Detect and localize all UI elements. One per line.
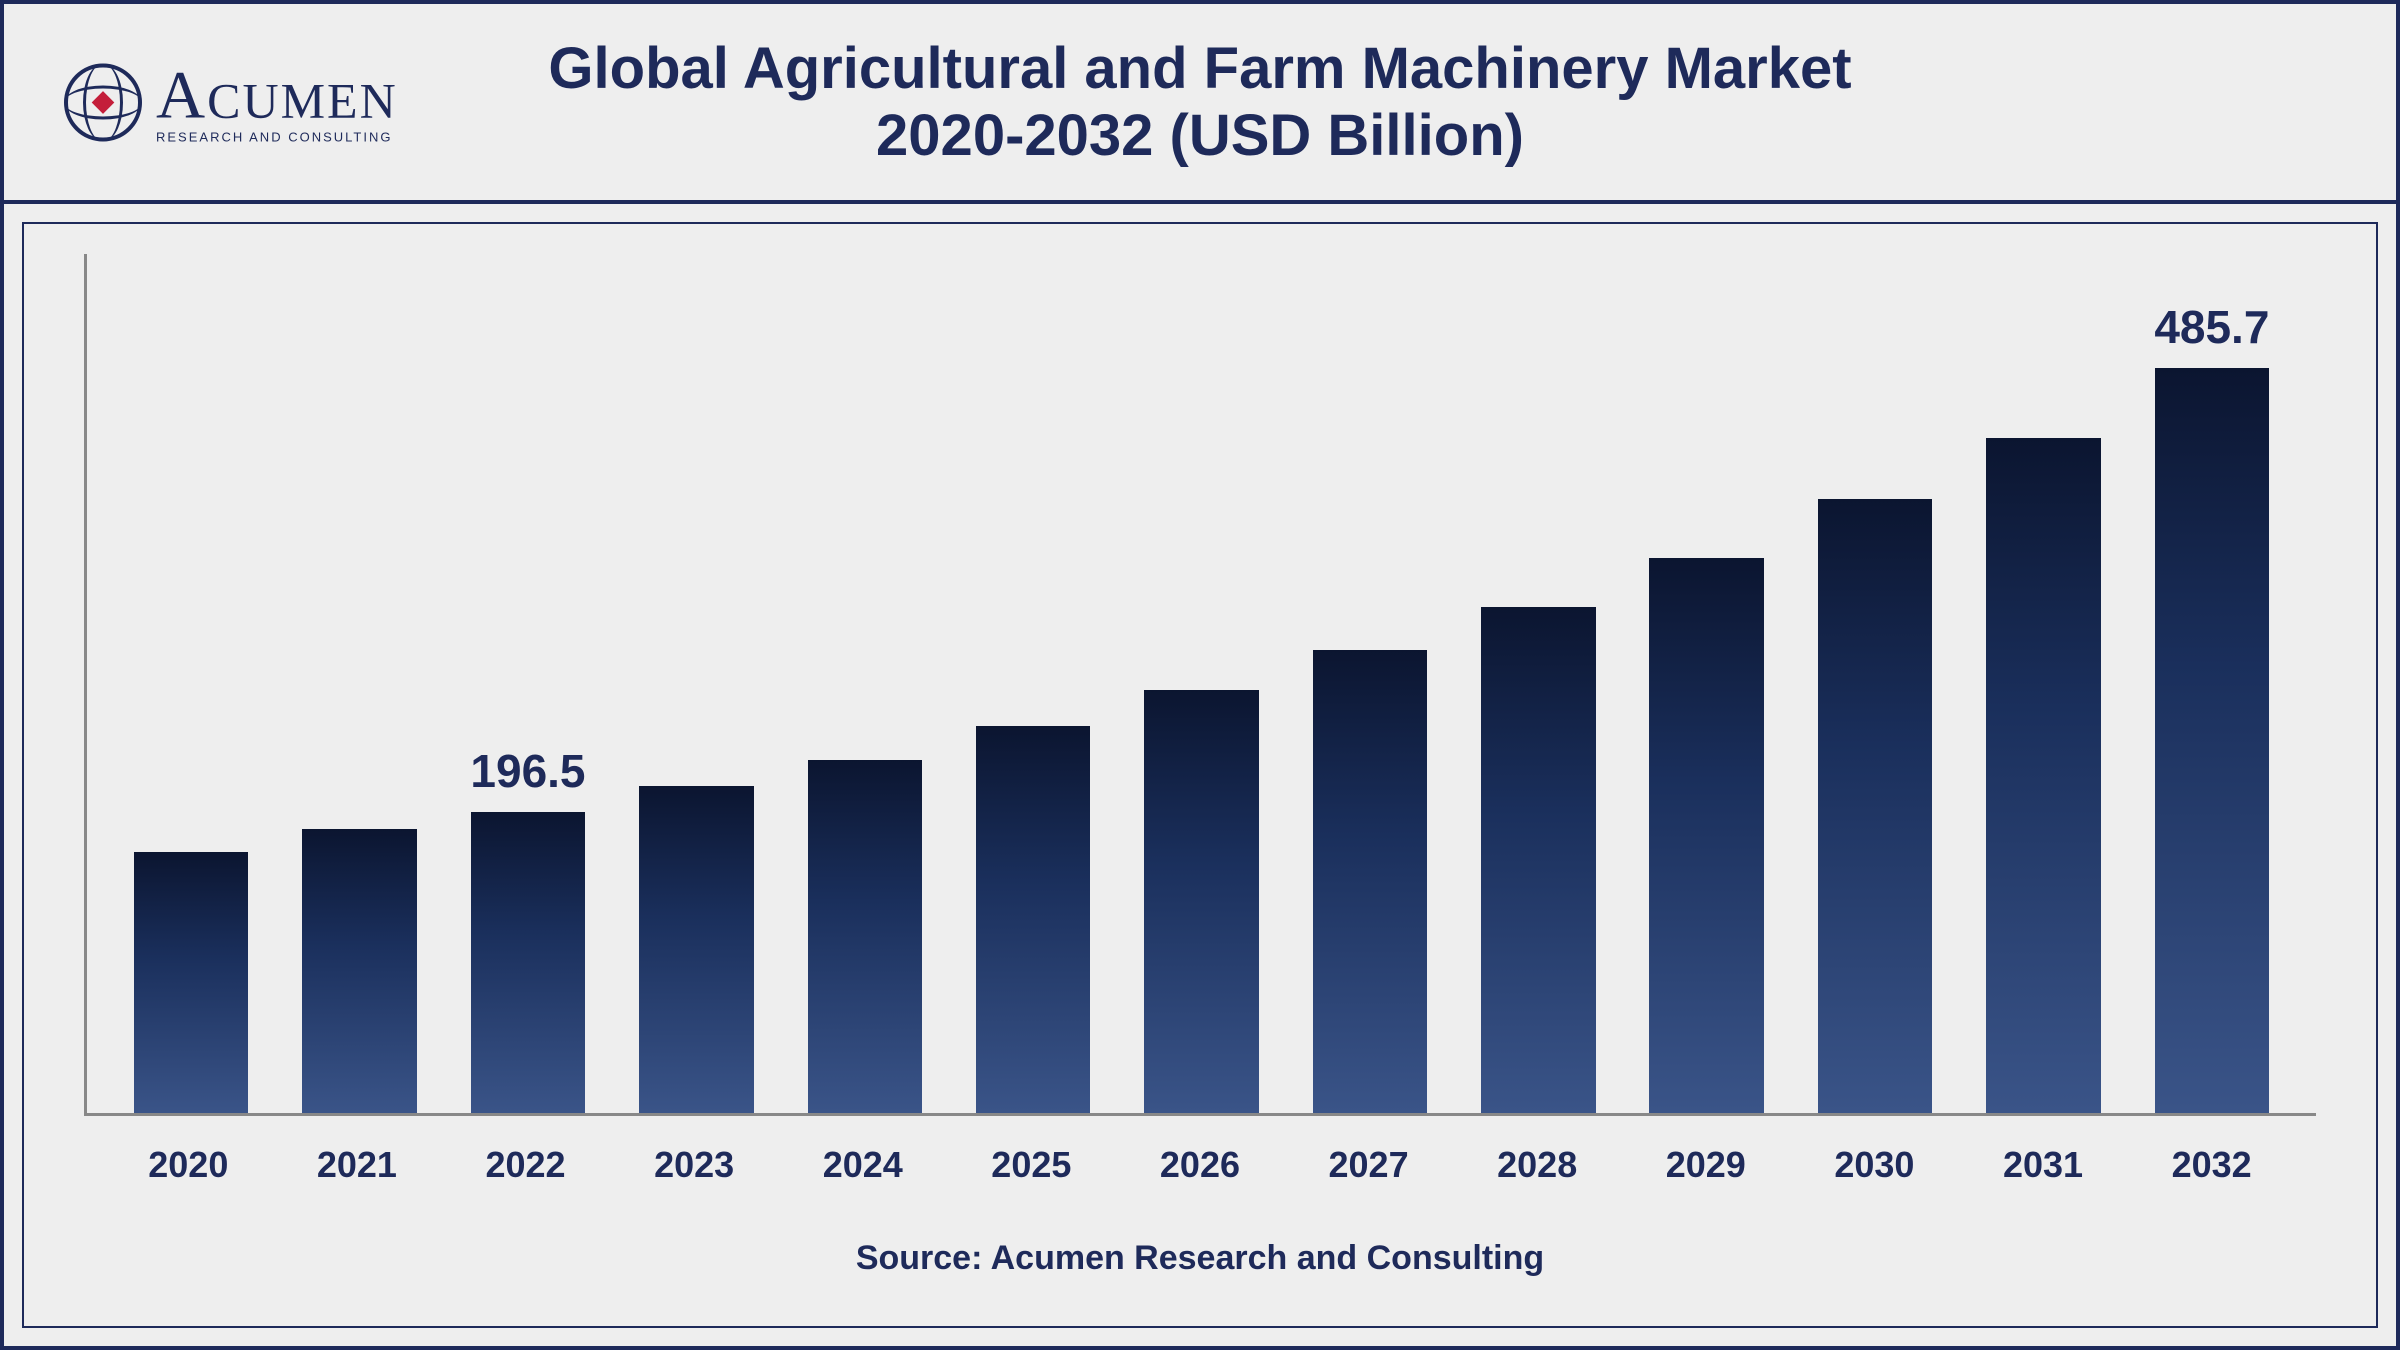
bar (639, 786, 754, 1113)
x-axis-label: 2029 (1621, 1144, 1790, 1186)
header: ACUMEN RESEARCH AND CONSULTING Global Ag… (4, 4, 2396, 204)
bar-slot (107, 254, 275, 1113)
logo-diamond-icon (92, 91, 115, 114)
bar (134, 852, 249, 1113)
bar (1649, 558, 1764, 1113)
bar-slot (949, 254, 1117, 1113)
x-axis-label: 2024 (778, 1144, 947, 1186)
bar-slot (781, 254, 949, 1113)
x-axis-label: 2021 (273, 1144, 442, 1186)
bar-slot (275, 254, 443, 1113)
logo-sub-text: RESEARCH AND CONSULTING (156, 131, 398, 144)
bar-slot (1117, 254, 1285, 1113)
chart-panel: 196.5485.7 20202021202220232024202520262… (22, 222, 2378, 1328)
bar (1313, 650, 1428, 1113)
bar (1144, 690, 1259, 1113)
bar-value-label: 196.5 (470, 744, 585, 798)
bar (2155, 368, 2270, 1113)
logo-text: ACUMEN RESEARCH AND CONSULTING (156, 61, 398, 144)
x-axis-label: 2032 (2127, 1144, 2296, 1186)
chart-title: Global Agricultural and Farm Machinery M… (548, 35, 1851, 169)
x-axis-label: 2020 (104, 1144, 273, 1186)
x-axis-label: 2025 (947, 1144, 1116, 1186)
bar (1986, 438, 2101, 1113)
logo-main-rest: CUMEN (207, 73, 398, 129)
bar (808, 760, 923, 1113)
logo-globe-icon (64, 63, 142, 141)
bar-slot (1623, 254, 1791, 1113)
bar-slot (1959, 254, 2127, 1113)
bar-slot: 196.5 (444, 254, 612, 1113)
x-axis-label: 2023 (610, 1144, 779, 1186)
bar-slot (1791, 254, 1959, 1113)
x-axis-label: 2027 (1284, 1144, 1453, 1186)
x-axis-label: 2026 (1116, 1144, 1285, 1186)
bars-container: 196.5 485.7 (87, 254, 2316, 1113)
bar-slot (1286, 254, 1454, 1113)
bar (302, 829, 417, 1113)
bar-slot (1454, 254, 1622, 1113)
plot-area: 196.5 485.7 (84, 254, 2316, 1116)
x-axis-label: 2022 (441, 1144, 610, 1186)
bar (976, 726, 1091, 1113)
chart-frame: ACUMEN RESEARCH AND CONSULTING Global Ag… (0, 0, 2400, 1350)
logo: ACUMEN RESEARCH AND CONSULTING (64, 61, 398, 144)
x-axis-label: 2028 (1453, 1144, 1622, 1186)
x-axis-labels: 2020202120222023202420252026202720282029… (84, 1144, 2316, 1186)
x-axis-label: 2030 (1790, 1144, 1959, 1186)
x-axis-label: 2031 (1959, 1144, 2128, 1186)
bar (1818, 499, 1933, 1113)
bar (1481, 607, 1596, 1113)
logo-main-text: ACUMEN (156, 61, 398, 129)
bar-value-label: 485.7 (2154, 300, 2269, 354)
bar-slot (612, 254, 780, 1113)
bar-slot: 485.7 (2128, 254, 2296, 1113)
source-text: Source: Acumen Research and Consulting (24, 1239, 2376, 1278)
bar (471, 812, 586, 1113)
title-line-2: 2020-2032 (USD Billion) (548, 102, 1851, 169)
title-line-1: Global Agricultural and Farm Machinery M… (548, 35, 1851, 102)
